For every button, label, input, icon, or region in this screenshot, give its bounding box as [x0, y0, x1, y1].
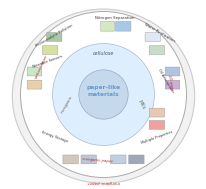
Text: inorganic: inorganic	[60, 95, 74, 114]
FancyBboxPatch shape	[27, 67, 42, 76]
FancyBboxPatch shape	[81, 155, 96, 164]
Ellipse shape	[12, 9, 194, 183]
FancyBboxPatch shape	[164, 67, 179, 76]
FancyBboxPatch shape	[115, 21, 130, 31]
Text: Water Purification: Water Purification	[143, 22, 175, 43]
FancyBboxPatch shape	[149, 120, 164, 129]
Text: Oil Adsorption: Oil Adsorption	[156, 68, 172, 92]
Text: Photocatalytic Pollution: Photocatalytic Pollution	[35, 23, 73, 48]
FancyBboxPatch shape	[100, 21, 114, 31]
FancyBboxPatch shape	[164, 80, 179, 89]
Text: MXs: MXs	[136, 99, 145, 110]
Text: Wearable Sensors: Wearable Sensors	[32, 54, 63, 69]
Text: Energy Storage: Energy Storage	[40, 131, 68, 144]
Circle shape	[78, 70, 128, 119]
FancyBboxPatch shape	[128, 155, 143, 164]
FancyBboxPatch shape	[149, 108, 164, 117]
FancyBboxPatch shape	[110, 155, 125, 164]
Text: cellulose: cellulose	[92, 51, 114, 56]
Text: Nitrogen Separation: Nitrogen Separation	[95, 16, 134, 20]
Circle shape	[20, 12, 186, 177]
FancyBboxPatch shape	[144, 33, 160, 41]
Text: Multiple Properties: Multiple Properties	[140, 130, 172, 145]
Text: inorganic paper: inorganic paper	[87, 180, 119, 184]
FancyBboxPatch shape	[46, 33, 62, 41]
FancyBboxPatch shape	[149, 46, 164, 55]
Text: carbonization: carbonization	[34, 54, 49, 80]
Text: paper-like
materials: paper-like materials	[86, 85, 120, 97]
Circle shape	[52, 43, 154, 146]
Text: 2D paper: 2D paper	[166, 74, 173, 92]
FancyBboxPatch shape	[27, 80, 42, 89]
FancyBboxPatch shape	[42, 46, 57, 55]
Text: inorganic paper: inorganic paper	[82, 157, 112, 163]
FancyBboxPatch shape	[63, 155, 78, 164]
